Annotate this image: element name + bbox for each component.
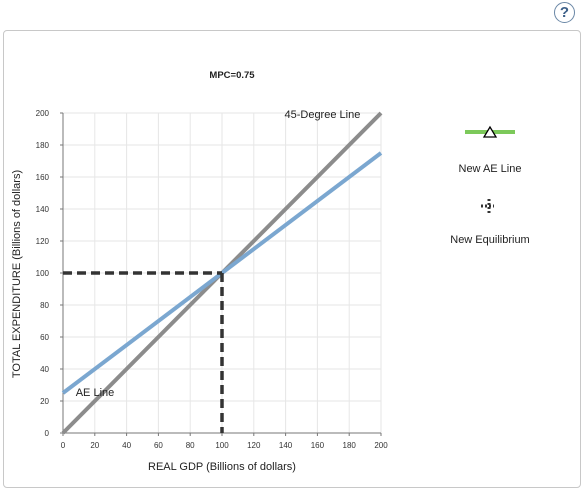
y-tick-label: 0 xyxy=(45,429,50,438)
y-tick-label: 80 xyxy=(40,301,49,310)
x-tick-label: 120 xyxy=(247,441,261,450)
new-ae-line-label: New AE Line xyxy=(459,163,522,175)
help-button[interactable]: ? xyxy=(554,2,575,23)
new-equilibrium-label: New Equilibrium xyxy=(450,234,529,246)
y-tick-label: 60 xyxy=(40,333,49,342)
y-axis-label: TOTAL EXPENDITURE (Billions of dollars) xyxy=(11,170,23,378)
crosshair-marker-icon xyxy=(481,199,494,214)
x-tick-label: 20 xyxy=(90,441,99,450)
ticks: 0 20 40 60 80 100 120 140 160 180 200 0 20 40 60 80 100 1… xyxy=(36,109,389,450)
x-axis-label: REAL GDP (Billions of dollars) xyxy=(148,461,296,473)
annotations: 45-Degree Line AE Line xyxy=(76,109,361,399)
graph-panel xyxy=(3,30,581,488)
new-equilibrium-tool[interactable]: New Equilibrium xyxy=(450,199,530,246)
y-tick-label: 160 xyxy=(36,173,50,182)
x-tick-label: 180 xyxy=(343,441,357,450)
x-tick-label: 140 xyxy=(279,441,293,450)
x-tick-label: 40 xyxy=(122,441,131,450)
equilibrium-guides xyxy=(63,271,224,433)
x-tick-label: 200 xyxy=(374,441,388,450)
y-tick-label: 200 xyxy=(36,109,50,118)
forty-five-degree-line-label: 45-Degree Line xyxy=(284,109,360,121)
new-ae-line-tool[interactable]: New AE Line xyxy=(459,125,522,175)
x-tick-label: 100 xyxy=(215,441,229,450)
y-tick-label: 100 xyxy=(36,269,50,278)
x-tick-label: 60 xyxy=(154,441,163,450)
y-tick-label: 120 xyxy=(36,237,50,246)
y-tick-label: 20 xyxy=(40,397,49,406)
y-tick-label: 40 xyxy=(40,365,49,374)
chart-title: MPC=0.75 xyxy=(209,70,255,81)
y-tick-label: 140 xyxy=(36,205,50,214)
x-tick-label: 80 xyxy=(186,441,195,450)
ae-line-label: AE Line xyxy=(76,387,115,399)
y-tick-label: 180 xyxy=(36,141,50,150)
triangle-marker-icon xyxy=(482,125,498,138)
x-tick-label: 160 xyxy=(311,441,325,450)
x-tick-label: 0 xyxy=(61,441,66,450)
